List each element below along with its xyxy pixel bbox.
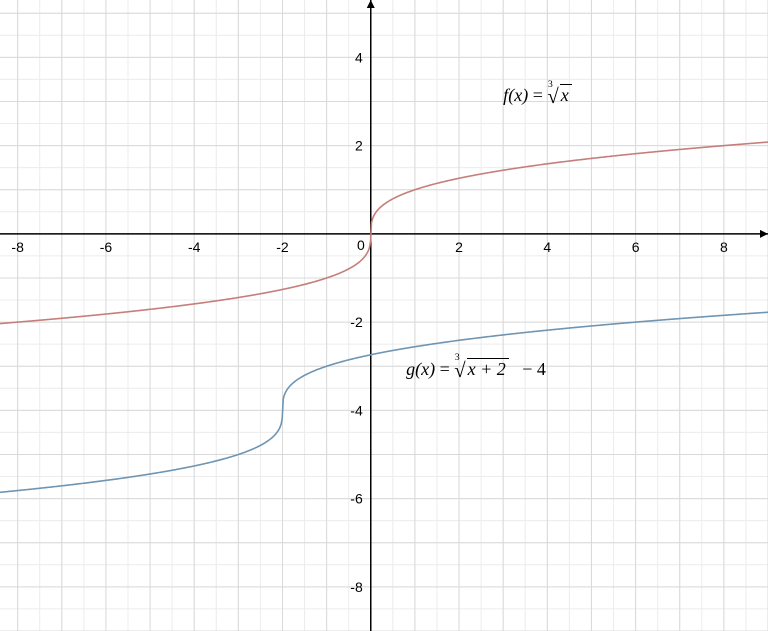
- label-f-of-x: f(x) = 3√x: [503, 84, 572, 106]
- cube-root-x: 3√x: [547, 84, 571, 106]
- svg-text:0: 0: [357, 237, 365, 253]
- gx-lhs: g(x): [406, 359, 435, 379]
- svg-text:-6: -6: [350, 491, 363, 507]
- svg-text:-4: -4: [188, 239, 201, 255]
- equals: =: [533, 85, 548, 105]
- function-graph: -8 -6 -4 -2 2 4 6 8 -8 -6 -4 -2 2 4 0: [0, 0, 768, 631]
- svg-text:2: 2: [455, 239, 463, 255]
- svg-text:-8: -8: [350, 579, 363, 595]
- equals: =: [440, 359, 455, 379]
- svg-text:4: 4: [543, 239, 551, 255]
- label-g-of-x: g(x) = 3√x + 2 − 4: [406, 358, 546, 380]
- svg-text:-6: -6: [100, 239, 113, 255]
- svg-text:6: 6: [632, 239, 640, 255]
- chart-container: -8 -6 -4 -2 2 4 6 8 -8 -6 -4 -2 2 4 0 f(x) = 3√x g(x) …: [0, 0, 768, 631]
- fx-lhs: f(x): [503, 85, 528, 105]
- svg-text:-8: -8: [11, 239, 24, 255]
- cube-root-x-plus-2: 3√x + 2: [454, 358, 509, 380]
- svg-text:4: 4: [355, 49, 363, 65]
- svg-text:2: 2: [355, 138, 363, 154]
- svg-text:-2: -2: [350, 314, 363, 330]
- svg-text:8: 8: [720, 239, 728, 255]
- svg-text:-4: -4: [350, 402, 363, 418]
- minus-four: − 4: [513, 359, 546, 379]
- svg-text:-2: -2: [276, 239, 289, 255]
